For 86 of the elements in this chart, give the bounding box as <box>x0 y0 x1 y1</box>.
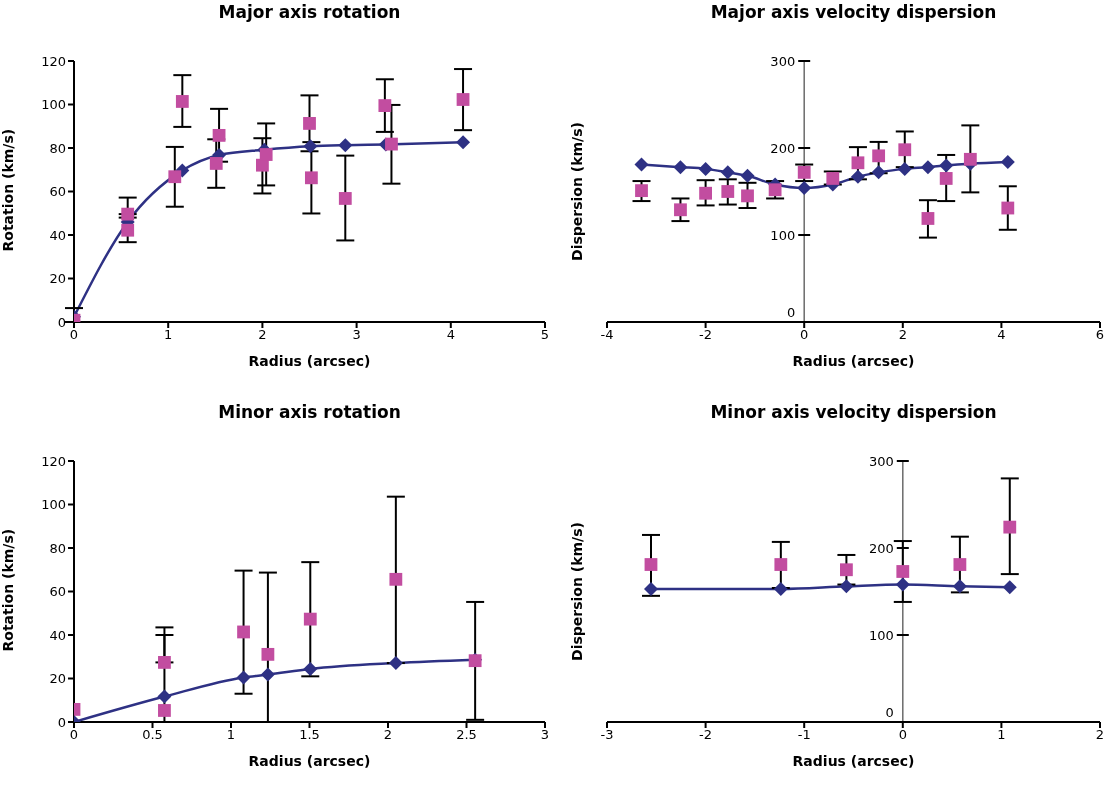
point <box>456 135 471 150</box>
x-axis-title: Radius (arcsec) <box>792 353 915 369</box>
x-axis-title: Radius (arcsec) <box>792 753 915 769</box>
point <box>157 689 172 704</box>
point <box>212 128 226 142</box>
chart-title: Major axis velocity dispersion <box>709 2 998 22</box>
y-tick-label: 20 <box>49 271 66 287</box>
point <box>338 192 352 205</box>
y-tick-label: 80 <box>49 140 66 156</box>
x-tick-label: -2 <box>699 327 713 343</box>
y-tick-label: 0 <box>786 304 796 320</box>
y-tick-label: 0 <box>885 704 894 720</box>
x-tick-label: 1.5 <box>299 727 320 743</box>
point <box>237 625 250 639</box>
y-tick-label: 40 <box>49 227 66 243</box>
y-tick-label: 120 <box>41 453 66 469</box>
x-tick-label: -1 <box>797 727 811 743</box>
point <box>260 667 275 682</box>
y-tick-label: 60 <box>49 584 66 600</box>
point <box>456 93 470 106</box>
chart-title: Minor axis rotation <box>217 402 402 422</box>
y-axis-title: Dispersion (km/s) <box>569 122 585 261</box>
x-tick-label: 2.5 <box>456 727 477 743</box>
y-tick-label: 200 <box>868 540 894 556</box>
y-tick-label: 40 <box>49 627 66 643</box>
chart-title: Major axis rotation <box>217 2 402 22</box>
x-tick-label: 0 <box>69 727 79 743</box>
point <box>303 139 318 154</box>
y-tick-label: 80 <box>49 540 66 556</box>
x-tick-label: 4 <box>997 327 1006 343</box>
chart-title: Minor axis velocity dispersion <box>709 402 998 422</box>
x-tick-label: -2 <box>699 727 713 743</box>
x-tick-label: 0 <box>69 327 79 343</box>
x-tick-label: 4 <box>446 327 455 343</box>
y-tick-label: 60 <box>49 184 66 200</box>
y-tick-label: 100 <box>868 627 894 643</box>
point <box>158 656 171 669</box>
point <box>236 670 251 685</box>
x-axis-title: Radius (arcsec) <box>248 353 371 369</box>
x-tick-label: -4 <box>600 327 614 343</box>
y-axis-title: Dispersion (km/s) <box>569 522 585 661</box>
point <box>121 207 135 221</box>
y-tick-label: 0 <box>57 714 66 730</box>
point <box>378 99 392 112</box>
y-tick-label: 100 <box>770 227 796 243</box>
point <box>385 137 398 151</box>
point <box>303 612 317 626</box>
y-tick-label: 100 <box>41 97 66 113</box>
point <box>168 170 182 184</box>
x-tick-label: 1 <box>164 327 173 343</box>
x-tick-label: 6 <box>1095 327 1105 343</box>
y-tick-label: 200 <box>770 140 796 156</box>
x-tick-label: 5 <box>540 327 550 343</box>
y-tick-label: 20 <box>49 671 66 687</box>
y-axis-title: Rotation (km/s) <box>0 128 16 252</box>
point <box>261 647 275 661</box>
point <box>121 223 135 237</box>
x-tick-label: 2 <box>258 327 267 343</box>
x-tick-label: 0 <box>800 327 809 343</box>
y-tick-label: 120 <box>41 53 66 69</box>
x-tick-label: 1 <box>226 727 236 743</box>
point <box>209 157 223 170</box>
point <box>303 117 316 130</box>
x-axis-title: Radius (arcsec) <box>248 753 371 769</box>
point <box>304 171 318 185</box>
point <box>338 138 353 153</box>
y-tick-label: 0 <box>57 314 66 330</box>
x-tick-label: 0 <box>898 727 907 743</box>
y-tick-label: 300 <box>770 53 796 69</box>
point <box>388 656 403 671</box>
x-tick-label: 3 <box>540 727 550 743</box>
point <box>175 95 189 108</box>
point <box>389 572 403 586</box>
point <box>259 148 273 161</box>
y-tick-label: 100 <box>41 497 66 513</box>
point <box>303 661 318 676</box>
x-tick-label: 2 <box>1095 727 1105 743</box>
x-tick-label: 2 <box>383 727 393 743</box>
x-tick-label: 3 <box>352 327 361 343</box>
x-tick-label: -3 <box>600 727 614 743</box>
x-tick-label: 0.5 <box>142 727 163 743</box>
y-axis-title: Rotation (km/s) <box>0 528 16 652</box>
x-tick-label: 1 <box>997 727 1006 743</box>
x-tick-label: 2 <box>898 327 907 343</box>
point <box>158 704 171 717</box>
y-tick-label: 300 <box>868 453 894 469</box>
